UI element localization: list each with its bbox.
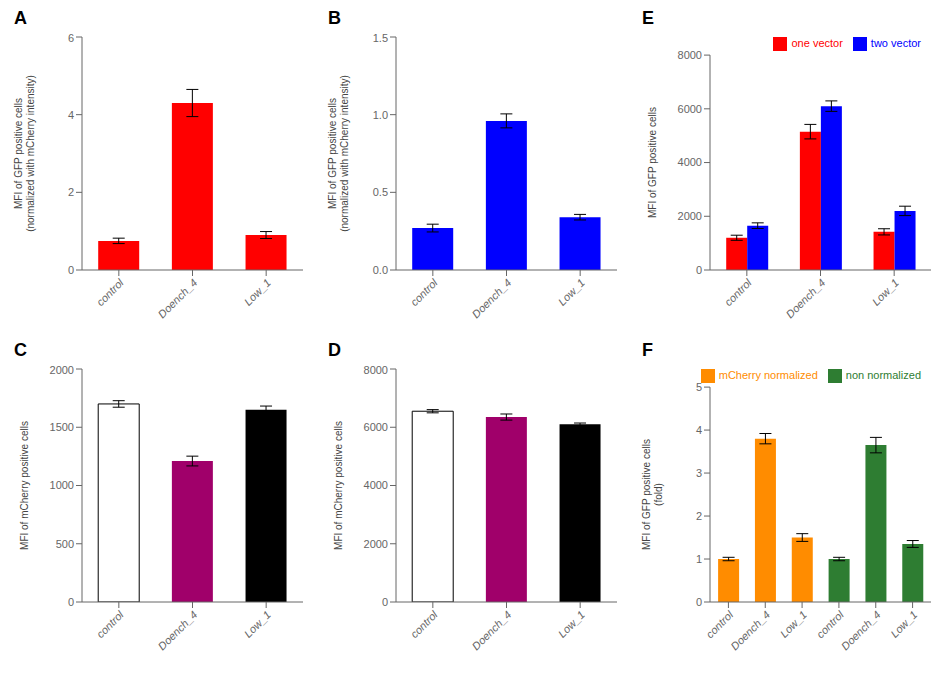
svg-text:5: 5 <box>696 381 702 393</box>
svg-text:Doench_4: Doench_4 <box>155 276 199 320</box>
svg-text:MFI of GFP positive cells(norm: MFI of GFP positive cells(normalized wit… <box>327 75 350 232</box>
svg-text:Doench_4: Doench_4 <box>469 276 513 320</box>
svg-text:0.0: 0.0 <box>373 264 388 276</box>
svg-text:8000: 8000 <box>364 364 388 376</box>
svg-text:4: 4 <box>68 109 74 121</box>
svg-text:Low_1: Low_1 <box>556 276 587 307</box>
svg-text:0: 0 <box>68 264 74 276</box>
svg-text:8000: 8000 <box>678 49 702 61</box>
svg-text:2000: 2000 <box>50 364 74 376</box>
html-text:non normalized: non normalized <box>845 369 921 381</box>
svg-text:2000: 2000 <box>678 210 702 222</box>
svg-text:Low_1: Low_1 <box>556 608 587 639</box>
svg-text:Doench_4: Doench_4 <box>155 608 199 652</box>
svg-text:6000: 6000 <box>678 103 702 115</box>
svg-text:3: 3 <box>696 467 702 479</box>
svg-text:0: 0 <box>68 596 74 608</box>
svg-text:0: 0 <box>696 264 702 276</box>
svg-text:0: 0 <box>696 596 702 608</box>
svg-text:4000: 4000 <box>678 156 702 168</box>
svg-text:control: control <box>408 276 440 308</box>
html-text:two vector: two vector <box>870 37 921 49</box>
html-text:E: E <box>642 8 654 28</box>
html-text:A: A <box>14 8 27 28</box>
svg-text:Low_1: Low_1 <box>242 608 273 639</box>
svg-text:1500: 1500 <box>50 421 74 433</box>
svg-text:Low_1: Low_1 <box>778 608 809 639</box>
svg-text:control: control <box>94 276 126 308</box>
svg-text:Doench_4: Doench_4 <box>469 608 513 652</box>
svg-text:control: control <box>722 276 754 308</box>
svg-text:1.5: 1.5 <box>373 32 388 44</box>
html-text:B: B <box>328 8 341 28</box>
svg-text:MFI of GFP positive cells(norm: MFI of GFP positive cells(normalized wit… <box>13 75 36 232</box>
svg-text:500: 500 <box>56 538 74 550</box>
svg-text:MFI of GFP positive cells: MFI of GFP positive cells <box>647 107 658 218</box>
svg-text:control: control <box>408 608 440 640</box>
svg-text:Low_1: Low_1 <box>888 608 919 639</box>
svg-text:control: control <box>704 608 736 640</box>
svg-text:Doench_4: Doench_4 <box>728 608 772 652</box>
svg-text:6000: 6000 <box>364 421 388 433</box>
svg-text:2: 2 <box>68 186 74 198</box>
svg-text:2000: 2000 <box>364 538 388 550</box>
svg-text:6: 6 <box>68 32 74 44</box>
svg-text:control: control <box>94 608 126 640</box>
svg-text:1: 1 <box>696 553 702 565</box>
html-text:one vector: one vector <box>791 37 843 49</box>
html-text:F: F <box>642 340 653 360</box>
svg-text:MFI of mCherry positive cells: MFI of mCherry positive cells <box>333 421 344 550</box>
svg-text:MFI of GFP positive cells(fold: MFI of GFP positive cells(fold) <box>641 439 664 550</box>
svg-text:Doench_4: Doench_4 <box>839 608 883 652</box>
svg-text:1.0: 1.0 <box>373 109 388 121</box>
svg-text:0: 0 <box>382 596 388 608</box>
svg-text:1000: 1000 <box>50 479 74 491</box>
html-text:C: C <box>14 340 27 360</box>
svg-text:Low_1: Low_1 <box>242 276 273 307</box>
svg-text:4000: 4000 <box>364 479 388 491</box>
svg-text:MFI of mCherry positive cells: MFI of mCherry positive cells <box>19 421 30 550</box>
svg-text:0.5: 0.5 <box>373 186 388 198</box>
svg-text:Low_1: Low_1 <box>870 276 901 307</box>
svg-text:control: control <box>814 608 846 640</box>
svg-text:Doench_4: Doench_4 <box>783 276 827 320</box>
svg-text:4: 4 <box>696 424 702 436</box>
html-text:mCherry normalized: mCherry normalized <box>718 369 818 381</box>
svg-text:2: 2 <box>696 510 702 522</box>
html-text:D: D <box>328 340 341 360</box>
